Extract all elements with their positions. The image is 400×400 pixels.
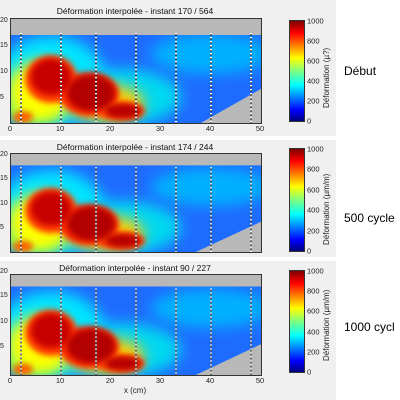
x-tick-label: 50 <box>255 376 265 385</box>
colorbar-gradient <box>290 21 304 121</box>
colorbar-tick-label: 400 <box>307 205 320 215</box>
strain-region <box>31 191 71 226</box>
colorbar-label: Déformation (µm/m) <box>322 173 331 245</box>
x-axis-ticks: 0 10 20 30 40 50 <box>7 124 264 134</box>
panel-annotation: Début <box>344 64 377 78</box>
plot-title: Déformation interpolée - instant 90 / 22… <box>59 263 211 273</box>
y-tick-label: 20 <box>0 268 8 275</box>
y-tick-label: 15 <box>0 42 8 49</box>
strain-region <box>31 59 71 95</box>
y-tick-label: 10 <box>0 200 8 207</box>
colorbar-tick-label: 800 <box>307 164 320 174</box>
x-tick-label: 0 <box>7 124 13 133</box>
panel-divider <box>0 136 336 140</box>
plot-title: Déformation interpolée - instant 174 / 2… <box>56 142 214 152</box>
heatmap-plot <box>10 153 262 253</box>
y-tick-label: 20 <box>0 17 8 24</box>
strain-region <box>105 356 141 371</box>
colorbar-tick-label: 400 <box>307 327 320 337</box>
y-tick-label: 15 <box>0 175 8 182</box>
x-tick-label: 0 <box>7 376 13 385</box>
colorbar-tick-label: 200 <box>307 226 320 236</box>
strain-region <box>67 206 115 241</box>
panel-annotation: 1000 cycl <box>344 320 395 334</box>
colorbar-tick-label: 600 <box>307 306 320 316</box>
colorbar-tick-label: 800 <box>307 36 320 46</box>
colorbar-gradient <box>290 271 304 372</box>
colorbar-tick-label: 200 <box>307 96 320 106</box>
y-tick-label: 5 <box>0 224 4 231</box>
colorbar-tick-label: 400 <box>307 76 320 86</box>
x-axis-ticks: 0 10 20 30 40 50 <box>7 376 264 386</box>
panel-annotation: 500 cycle <box>344 211 395 225</box>
colorbar <box>289 148 305 252</box>
y-tick-label: 5 <box>0 343 4 350</box>
strain-region <box>31 313 71 349</box>
x-tick-label: 20 <box>105 376 115 385</box>
colorbar-tick-label: 600 <box>307 56 320 66</box>
strain-region <box>13 363 33 375</box>
x-tick-label: 40 <box>205 124 215 133</box>
strain-field <box>11 35 261 123</box>
colorbar-gradient <box>290 149 304 251</box>
strain-region <box>105 104 141 118</box>
colorbar-svg <box>290 21 304 121</box>
colorbar-tick-label: 200 <box>307 347 320 357</box>
strain-region <box>13 111 33 123</box>
heatmap-svg <box>11 19 261 123</box>
colorbar-tick-label: 1000 <box>307 266 324 276</box>
colorbar-label: Déformation (µ?) <box>322 47 331 108</box>
x-tick-label: 20 <box>105 124 115 133</box>
heatmap-svg <box>11 154 261 252</box>
x-tick-label: 40 <box>205 376 215 385</box>
y-tick-label: 15 <box>0 292 8 299</box>
colorbar-tick-label: 0 <box>307 246 312 256</box>
colorbar-svg <box>290 149 304 251</box>
colorbar-tick-label: 600 <box>307 185 320 195</box>
colorbar-svg <box>290 271 304 372</box>
strain-region <box>13 240 33 252</box>
colorbar-tick-label: 1000 <box>307 144 324 154</box>
strain-region <box>67 328 115 364</box>
y-tick-label: 20 <box>0 151 8 158</box>
y-tick-label: 5 <box>0 94 4 101</box>
colorbar-tick-label: 1000 <box>307 16 324 26</box>
strain-region <box>105 234 141 248</box>
colorbar <box>289 20 305 122</box>
heatmap-plot <box>10 274 262 376</box>
heatmap-svg <box>11 275 261 375</box>
colorbar-tick-label: 0 <box>307 367 312 377</box>
panel-divider <box>0 257 336 261</box>
x-tick-label: 50 <box>255 124 265 133</box>
colorbar-tick-label: 800 <box>307 286 320 296</box>
y-tick-label: 10 <box>0 318 8 325</box>
plot-title: Déformation interpolée - instant 170 / 5… <box>56 6 214 16</box>
x-tick-label: 10 <box>55 376 65 385</box>
colorbar <box>289 270 305 373</box>
y-tick-label: 10 <box>0 68 8 75</box>
heatmap-plot <box>10 18 262 124</box>
colorbar-tick-label: 0 <box>307 116 312 126</box>
x-axis-label: x (cm) <box>123 386 147 395</box>
colorbar-label: Déformation (µm/m) <box>322 289 331 361</box>
x-tick-label: 30 <box>155 124 165 133</box>
x-tick-label: 30 <box>155 376 165 385</box>
strain-region <box>151 168 261 206</box>
strain-region <box>67 75 115 111</box>
x-tick-label: 10 <box>55 124 65 133</box>
